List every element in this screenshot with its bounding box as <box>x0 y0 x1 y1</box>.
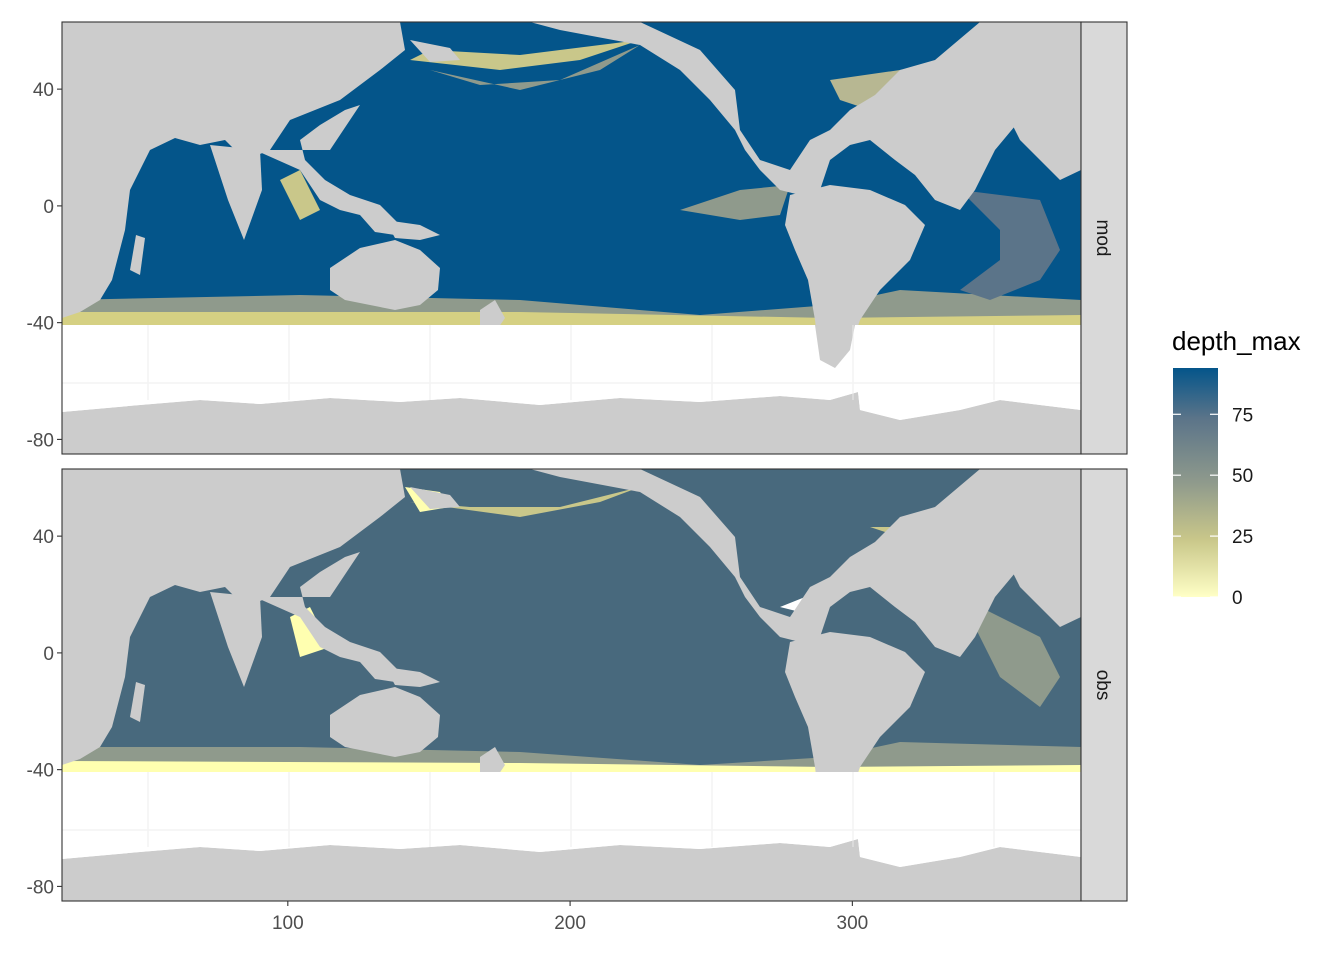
y-tick-label: -40 <box>27 761 54 782</box>
strip-label-obs: obs <box>1092 670 1113 701</box>
y-tick-label: -80 <box>27 430 54 451</box>
legend-ticks: 0 25 50 75 <box>1173 405 1253 609</box>
strip-label-mod: mod <box>1092 220 1113 257</box>
y-tick-label: 0 <box>43 197 54 218</box>
strip-mod <box>1080 21 1128 455</box>
x-tick-label: 100 <box>272 913 304 934</box>
y-tick-label: 0 <box>43 644 54 665</box>
y-tick-label: -80 <box>27 877 54 898</box>
legend-tick-label: 50 <box>1232 466 1253 487</box>
legend: depth_max 0 25 50 75 <box>1172 326 1301 609</box>
legend-colorbar <box>1173 368 1218 597</box>
y-tick-label: 40 <box>33 80 54 101</box>
legend-tick-label: 25 <box>1232 527 1253 548</box>
panel-obs: obs <box>61 468 1128 902</box>
x-tick-label: 200 <box>554 913 586 934</box>
legend-tick-label: 0 <box>1232 588 1243 609</box>
y-tick-label: -40 <box>27 314 54 335</box>
axes: 40 0 -40 -80 40 0 -40 -80 100 200 300 <box>27 80 869 934</box>
legend-tick-label: 75 <box>1232 405 1253 426</box>
panel-mod: mod <box>61 21 1128 455</box>
y-tick-label: 40 <box>33 527 54 548</box>
x-tick-label: 300 <box>837 913 869 934</box>
strip-obs <box>1080 468 1128 902</box>
legend-title: depth_max <box>1172 326 1301 356</box>
